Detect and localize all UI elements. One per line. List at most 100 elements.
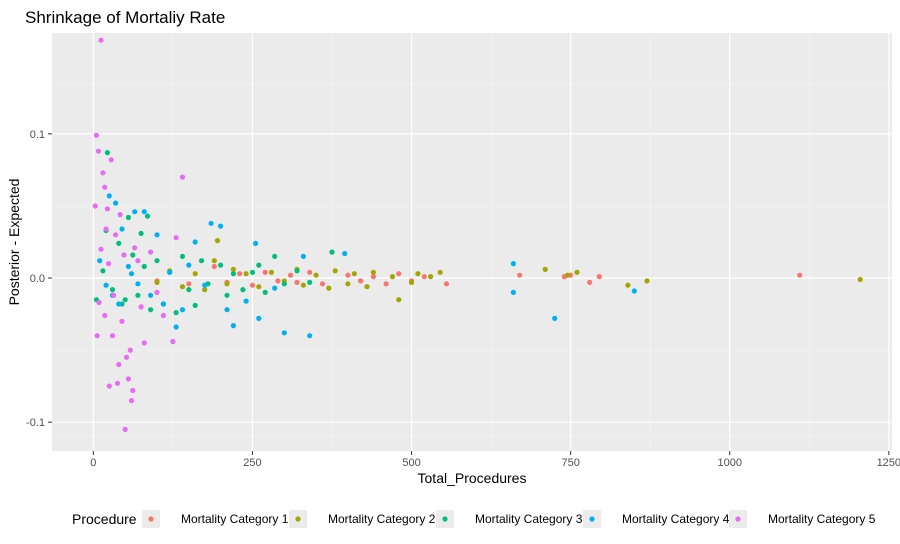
data-point-series-1 (370, 274, 376, 280)
data-point-series-2 (437, 269, 443, 275)
data-point-series-2 (268, 269, 275, 275)
data-point-series-5 (121, 252, 127, 258)
data-point-series-2 (332, 268, 338, 274)
data-point-series-2 (179, 284, 186, 290)
data-point-series-5 (108, 157, 114, 163)
data-point-series-5 (135, 258, 141, 264)
data-point-series-1 (288, 272, 294, 278)
data-point-series-2 (370, 269, 376, 275)
data-point-series-4 (128, 271, 135, 277)
data-point-series-3 (130, 252, 136, 258)
data-point-series-2 (574, 269, 580, 275)
data-point-series-4 (192, 239, 198, 245)
data-point-series-3 (256, 262, 262, 268)
data-point-series-5 (119, 318, 125, 324)
data-point-series-2 (857, 276, 863, 283)
data-point-series-4 (103, 282, 109, 288)
data-point-series-1 (797, 272, 803, 278)
legend-key-marker (589, 516, 595, 522)
data-point-series-4 (208, 220, 214, 226)
data-point-series-3 (104, 150, 110, 156)
data-point-series-5 (103, 226, 109, 232)
data-point-series-1 (383, 281, 389, 287)
data-point-series-4 (218, 223, 224, 229)
data-point-series-1 (262, 269, 268, 275)
data-point-series-2 (243, 271, 249, 277)
data-point-series-4 (148, 292, 154, 298)
data-point-series-3 (262, 289, 268, 295)
data-point-series-2 (192, 271, 198, 277)
legend-key-marker (295, 516, 301, 522)
data-point-series-1 (275, 278, 281, 284)
data-point-series-2 (326, 285, 332, 291)
data-point-series-5 (95, 148, 102, 154)
data-point-series-3 (179, 253, 186, 259)
x-axis-title: Total_Procedures (418, 470, 527, 486)
x-tick-label: 750 (561, 457, 579, 469)
data-point-series-3 (125, 214, 131, 221)
data-point-series-3 (230, 271, 236, 277)
data-point-series-2 (211, 258, 217, 264)
data-point-series-4 (179, 307, 186, 313)
data-point-series-3 (272, 253, 278, 259)
data-point-series-2 (428, 274, 434, 280)
legend-title: Procedure (72, 511, 137, 527)
data-point-series-3 (109, 287, 116, 293)
data-point-series-5 (160, 312, 166, 319)
data-point-series-3 (138, 230, 144, 236)
data-point-series-4 (510, 289, 516, 295)
data-point-series-3 (173, 310, 179, 316)
y-axis-ticks: -0.1 0.0 0.1 (26, 129, 52, 429)
data-point-series-2 (396, 297, 402, 303)
data-point-series-5 (173, 235, 179, 241)
data-point-series-5 (109, 333, 116, 339)
minor-gridlines (52, 33, 892, 451)
data-point-series-3 (294, 268, 300, 274)
data-point-series-1 (345, 272, 351, 278)
x-tick-label: 250 (243, 457, 261, 469)
data-point-series-5 (125, 376, 131, 382)
data-point-series-3 (116, 240, 122, 246)
data-point-series-2 (389, 274, 396, 280)
y-tick-label: -0.1 (26, 417, 45, 429)
data-point-series-5 (98, 246, 104, 252)
x-axis-ticks: 0 250 500 750 1000 1250 (90, 451, 900, 469)
legend-label: Mortality Category 2 (328, 512, 436, 526)
data-point-series-1 (186, 281, 192, 287)
data-point-series-4 (342, 250, 348, 257)
data-point-series-5 (141, 340, 147, 346)
data-point-series-5 (130, 387, 136, 394)
data-point-series-5 (132, 245, 138, 251)
data-point-series-5 (98, 37, 104, 43)
data-point-series-1 (596, 274, 602, 280)
data-point-series-3 (218, 262, 224, 268)
data-point-series-3 (141, 263, 147, 270)
data-point-series-4 (631, 288, 637, 294)
data-point-series-5 (102, 312, 108, 319)
plot-panel (52, 33, 892, 451)
data-point-series-4 (230, 323, 236, 329)
data-point-series-3 (307, 279, 313, 285)
legend-label: Mortality Category 4 (622, 512, 730, 526)
data-point-series-3 (192, 302, 198, 308)
data-point-series-5 (96, 299, 102, 306)
data-point-series-1 (211, 263, 217, 270)
data-point-series-4 (253, 240, 259, 246)
data-point-series-5 (123, 354, 130, 360)
data-point-series-1 (517, 272, 523, 278)
data-point-series-4 (186, 262, 192, 268)
data-point-series-2 (154, 279, 160, 285)
data-point-series-4 (173, 324, 179, 330)
data-point-series-2 (256, 284, 262, 290)
x-tick-label: 1250 (877, 457, 900, 469)
data-point-series-4 (307, 333, 313, 339)
data-point-series-1 (319, 281, 326, 287)
data-point-series-4 (119, 226, 125, 232)
data-point-series-3 (329, 249, 335, 255)
y-axis-title: Posterior - Expected (6, 179, 22, 306)
data-point-series-2 (300, 282, 306, 288)
x-tick-label: 500 (402, 457, 420, 469)
data-point-series-1 (587, 279, 593, 285)
legend-key-marker (442, 516, 448, 522)
